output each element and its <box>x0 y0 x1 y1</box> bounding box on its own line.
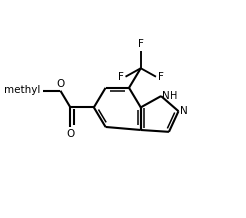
Text: F: F <box>118 72 124 82</box>
Text: methyl: methyl <box>4 85 41 95</box>
Text: F: F <box>138 39 144 49</box>
Text: O: O <box>57 79 65 89</box>
Text: H: H <box>169 91 177 101</box>
Text: O: O <box>66 129 75 139</box>
Text: N: N <box>162 91 170 101</box>
Text: F: F <box>158 72 164 82</box>
Text: N: N <box>180 106 188 116</box>
